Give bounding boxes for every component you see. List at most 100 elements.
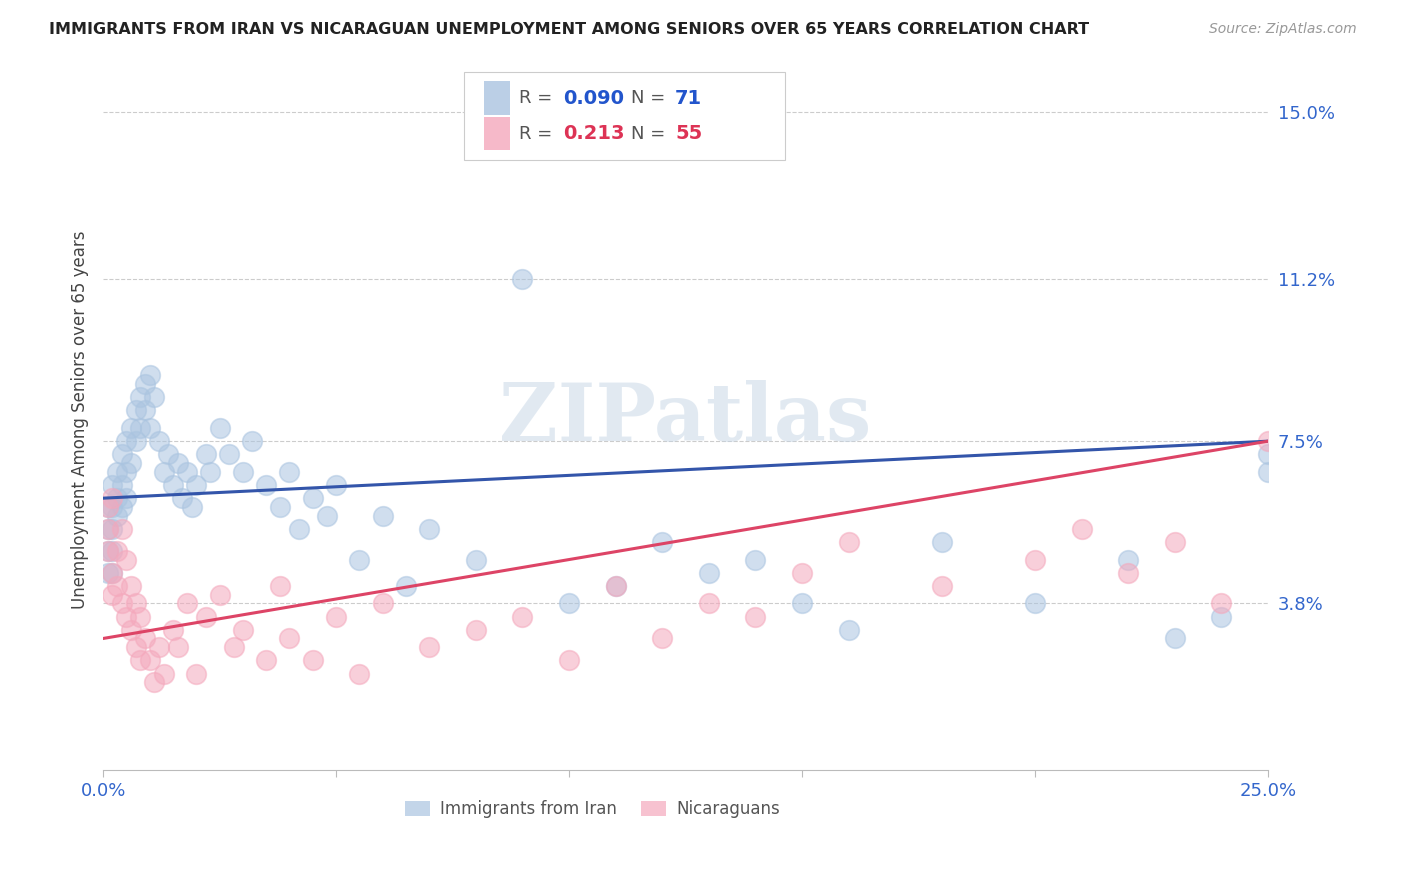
Point [101,522,124,536]
Text: N =: N = [631,89,671,107]
Point [1257,434,1279,449]
Point [172,491,194,505]
Point [143,390,166,404]
Point [125,640,148,655]
Point [143,675,166,690]
Point [1164,535,1187,549]
Point [838,535,860,549]
Point [152,465,174,479]
Text: 71: 71 [675,88,702,108]
Text: 55: 55 [675,124,702,143]
Point [97,500,120,514]
Point [97,522,120,536]
Point [97,543,120,558]
Point [371,596,394,610]
Point [101,500,124,514]
Point [152,666,174,681]
Point [512,609,534,624]
Point [418,522,440,536]
Point [1116,552,1139,566]
Point [269,579,291,593]
Point [1211,596,1233,610]
Point [125,403,148,417]
Point [288,522,311,536]
Point [134,377,156,392]
FancyBboxPatch shape [464,72,785,160]
Point [97,543,120,558]
Point [325,609,347,624]
Point [194,447,217,461]
Text: ZIPatlas: ZIPatlas [499,380,872,458]
Point [157,447,180,461]
Point [790,566,813,580]
Point [651,535,673,549]
Point [162,623,184,637]
Point [120,579,142,593]
Point [254,653,277,667]
Point [101,478,124,492]
FancyBboxPatch shape [484,81,509,115]
FancyBboxPatch shape [484,117,509,151]
Point [301,653,323,667]
Point [558,653,581,667]
Point [315,508,337,523]
Point [176,596,198,610]
Point [115,552,138,566]
Point [605,579,627,593]
Text: N =: N = [631,125,671,143]
Point [138,368,160,383]
Y-axis label: Unemployment Among Seniors over 65 years: Unemployment Among Seniors over 65 years [72,230,89,608]
Point [166,456,188,470]
Point [186,478,208,492]
Point [101,588,124,602]
Point [115,434,138,449]
Point [269,500,291,514]
Point [115,609,138,624]
Point [1024,596,1046,610]
Point [162,478,184,492]
Point [232,623,254,637]
Point [464,552,486,566]
Point [254,478,277,492]
Point [208,421,231,435]
Point [240,434,263,449]
Point [166,640,188,655]
Point [134,403,156,417]
Point [301,491,323,505]
Point [194,609,217,624]
Point [1070,522,1092,536]
Point [129,653,152,667]
Point [605,579,627,593]
Point [105,543,128,558]
Point [1257,465,1279,479]
Point [349,666,371,681]
Point [1211,609,1233,624]
Point [111,447,134,461]
Point [148,434,170,449]
Point [218,447,240,461]
Point [744,609,766,624]
Text: R =: R = [519,125,564,143]
Point [97,500,120,514]
Point [651,632,673,646]
Point [744,552,766,566]
Point [125,596,148,610]
Point [697,566,720,580]
Point [105,491,128,505]
Point [349,552,371,566]
Point [931,535,953,549]
Point [1024,552,1046,566]
Legend: Immigrants from Iran, Nicaraguans: Immigrants from Iran, Nicaraguans [398,794,787,825]
Point [558,596,581,610]
Point [105,508,128,523]
Point [186,666,208,681]
Point [115,465,138,479]
Point [101,491,124,505]
Point [838,623,860,637]
Point [464,623,486,637]
Point [790,596,813,610]
Point [111,500,134,514]
Text: 0.090: 0.090 [564,88,624,108]
Text: 0.213: 0.213 [564,124,624,143]
Point [138,421,160,435]
